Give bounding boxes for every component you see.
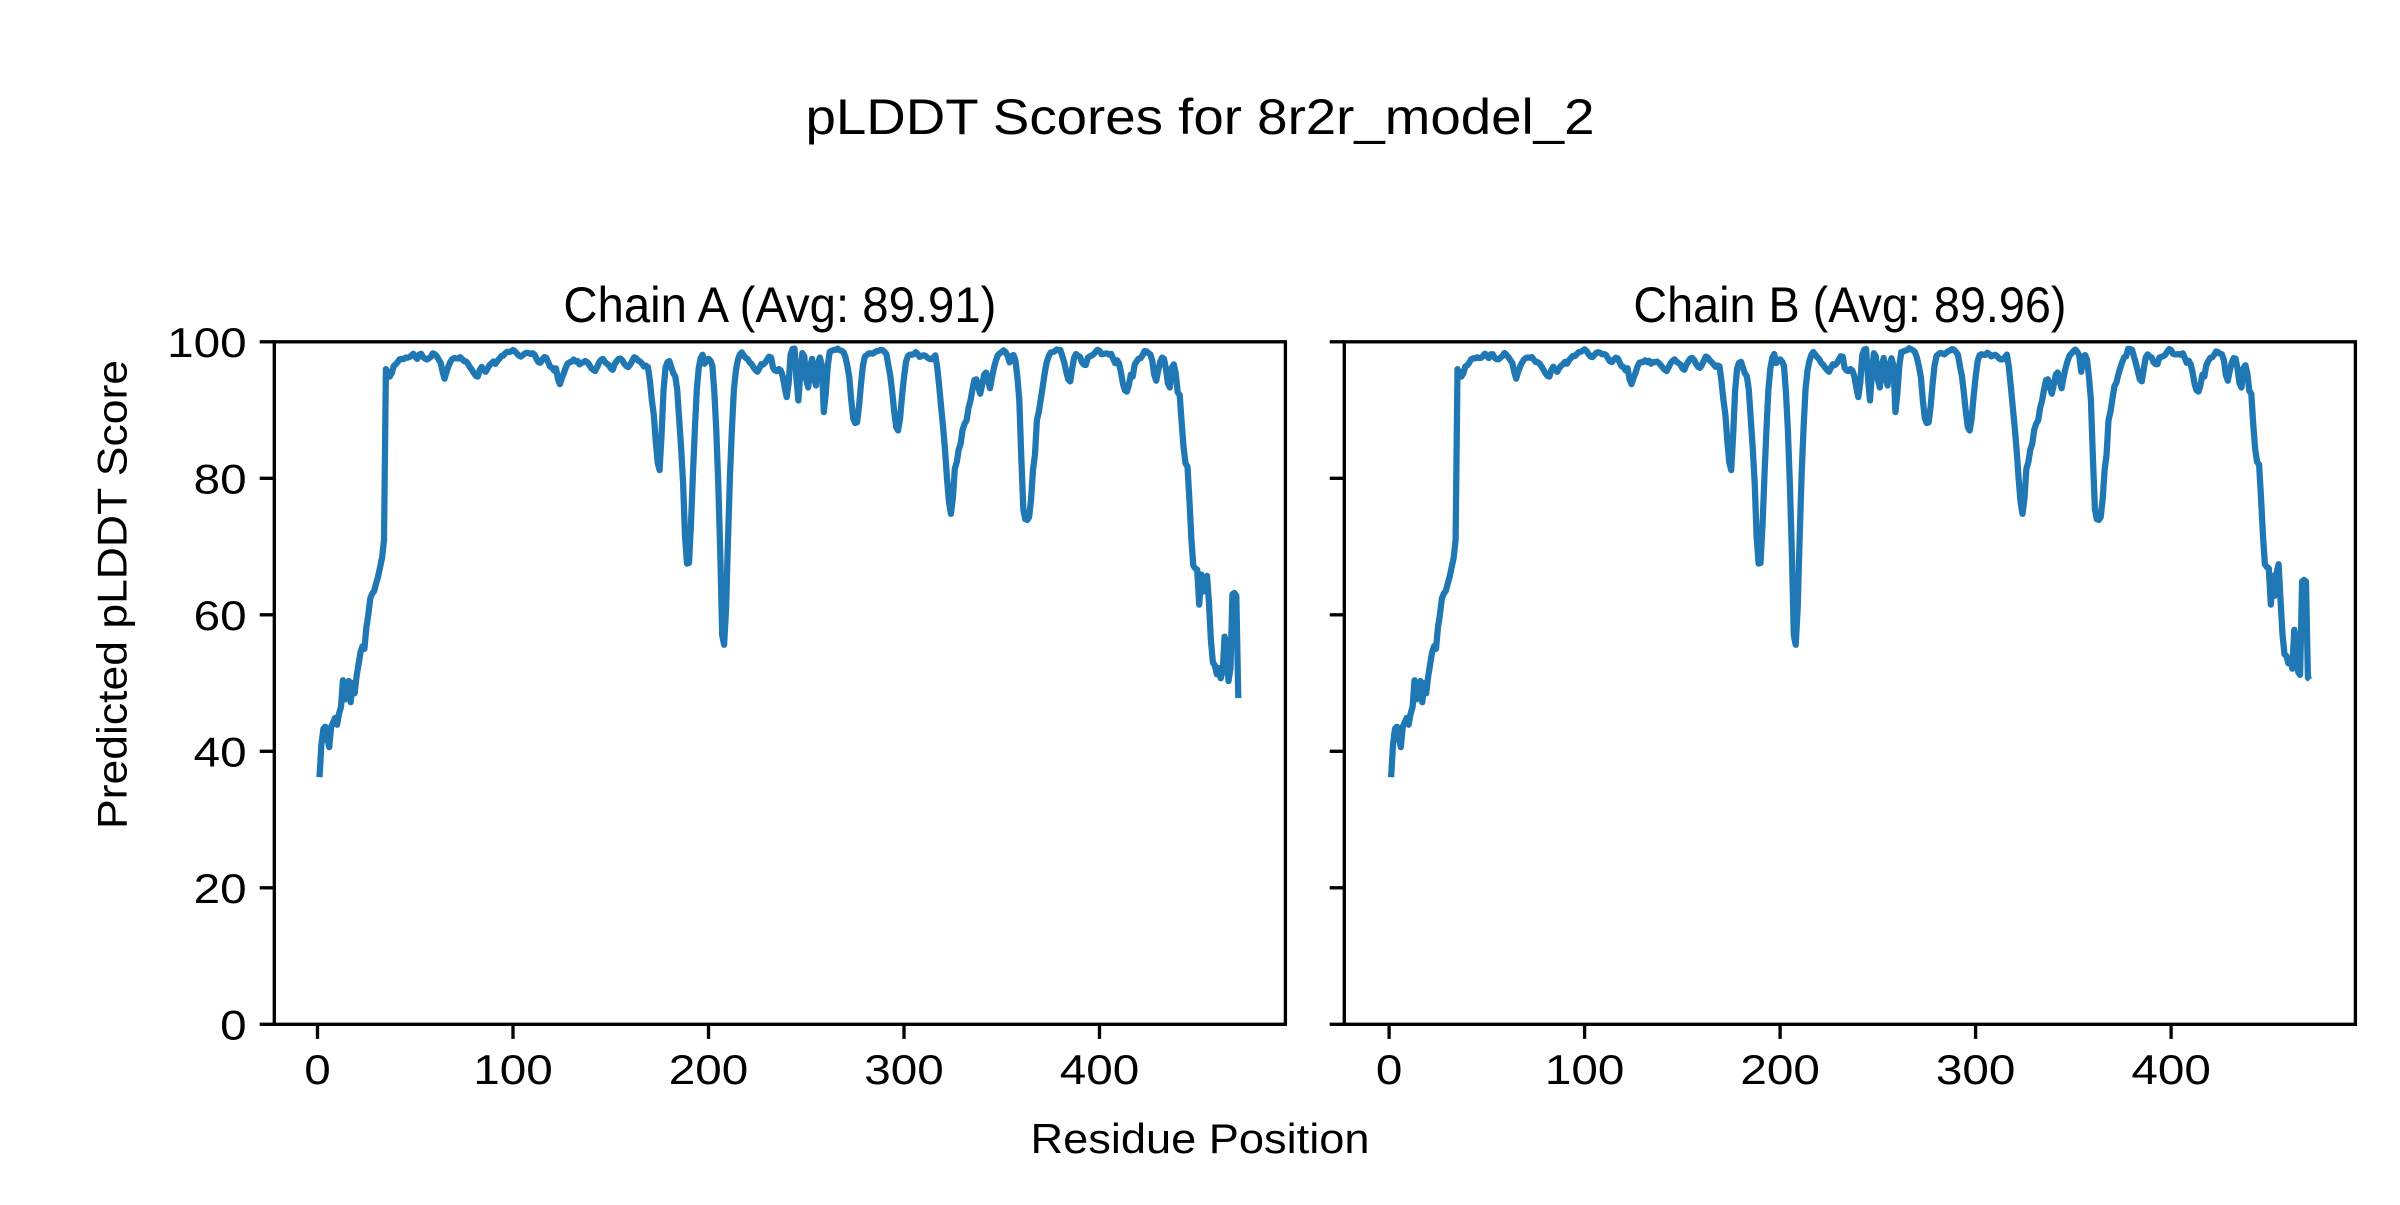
svg-text:Chain B (Avg: 89.96): Chain B (Avg: 89.96) — [1633, 277, 2066, 333]
svg-text:400: 400 — [2131, 1046, 2211, 1093]
svg-text:40: 40 — [194, 728, 247, 775]
svg-text:0: 0 — [1376, 1046, 1403, 1093]
svg-text:300: 300 — [864, 1046, 944, 1093]
svg-text:0: 0 — [220, 1001, 247, 1048]
svg-text:80: 80 — [194, 455, 247, 502]
svg-text:60: 60 — [194, 592, 247, 639]
svg-text:Predicted pLDDT Score: Predicted pLDDT Score — [88, 360, 135, 829]
svg-text:100: 100 — [1545, 1046, 1625, 1093]
svg-text:Chain A (Avg: 89.91): Chain A (Avg: 89.91) — [563, 277, 996, 333]
svg-text:pLDDT Scores for 8r2r_model_2: pLDDT Scores for 8r2r_model_2 — [806, 89, 1595, 145]
svg-text:200: 200 — [669, 1046, 749, 1093]
svg-text:0: 0 — [304, 1046, 331, 1093]
svg-text:Residue Position: Residue Position — [1031, 1115, 1370, 1162]
svg-text:200: 200 — [1740, 1046, 1820, 1093]
svg-text:100: 100 — [473, 1046, 553, 1093]
svg-text:100: 100 — [167, 319, 247, 366]
svg-text:400: 400 — [1060, 1046, 1140, 1093]
svg-text:300: 300 — [1936, 1046, 2016, 1093]
svg-text:20: 20 — [194, 865, 247, 912]
